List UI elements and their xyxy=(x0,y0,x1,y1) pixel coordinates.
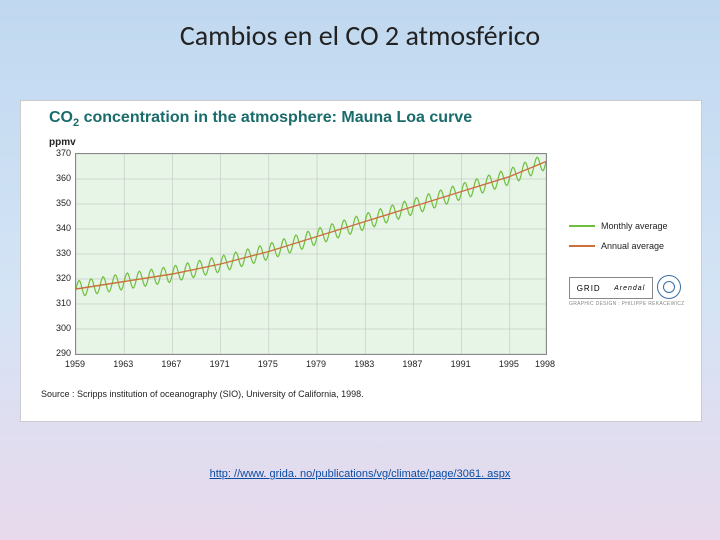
chart-figure: CO2 concentration in the atmosphere: Mau… xyxy=(20,100,702,422)
x-tick: 1967 xyxy=(156,359,186,369)
source-text: Source : Scripps institution of oceanogr… xyxy=(41,389,364,399)
x-tick: 1983 xyxy=(349,359,379,369)
y-tick: 330 xyxy=(49,248,71,258)
y-tick: 360 xyxy=(49,173,71,183)
logo-left: GRID xyxy=(577,284,601,293)
y-tick: 370 xyxy=(49,148,71,158)
x-tick: 1995 xyxy=(494,359,524,369)
x-tick: 1963 xyxy=(108,359,138,369)
source-link[interactable]: http: //www. grida. no/publications/vg/c… xyxy=(0,468,720,480)
legend-swatch xyxy=(569,225,595,227)
x-tick: 1959 xyxy=(60,359,90,369)
unep-icon xyxy=(657,275,681,299)
graphic-designer: GRAPHIC DESIGN : PHILIPPE REKACEWICZ xyxy=(569,301,685,307)
x-tick: 1979 xyxy=(301,359,331,369)
logo-right: Arendal xyxy=(614,285,645,292)
chart-svg xyxy=(76,154,546,354)
x-tick: 1991 xyxy=(446,359,476,369)
y-tick: 310 xyxy=(49,298,71,308)
grid-logo: GRID Arendal xyxy=(569,277,653,299)
slide: Cambios en el CO 2 atmosférico CO2 conce… xyxy=(0,0,720,540)
x-tick: 1987 xyxy=(397,359,427,369)
y-axis-label: ppmv xyxy=(49,137,76,148)
legend-item: Monthly average xyxy=(569,221,668,231)
y-tick: 300 xyxy=(49,323,71,333)
plot-area xyxy=(75,153,547,355)
legend: Monthly average Annual average xyxy=(569,221,668,261)
legend-item: Annual average xyxy=(569,241,668,251)
slide-title: Cambios en el CO 2 atmosférico xyxy=(0,18,720,53)
x-tick: 1975 xyxy=(253,359,283,369)
x-tick: 1998 xyxy=(530,359,560,369)
x-tick: 1971 xyxy=(205,359,235,369)
legend-swatch xyxy=(569,245,595,247)
legend-label: Monthly average xyxy=(601,221,668,231)
grid-lines xyxy=(76,154,546,354)
y-tick: 340 xyxy=(49,223,71,233)
chart-title: CO2 concentration in the atmosphere: Mau… xyxy=(49,109,472,129)
monthly-line xyxy=(76,157,546,295)
legend-label: Annual average xyxy=(601,241,664,251)
y-tick: 350 xyxy=(49,198,71,208)
y-tick: 290 xyxy=(49,348,71,358)
y-tick: 320 xyxy=(49,273,71,283)
